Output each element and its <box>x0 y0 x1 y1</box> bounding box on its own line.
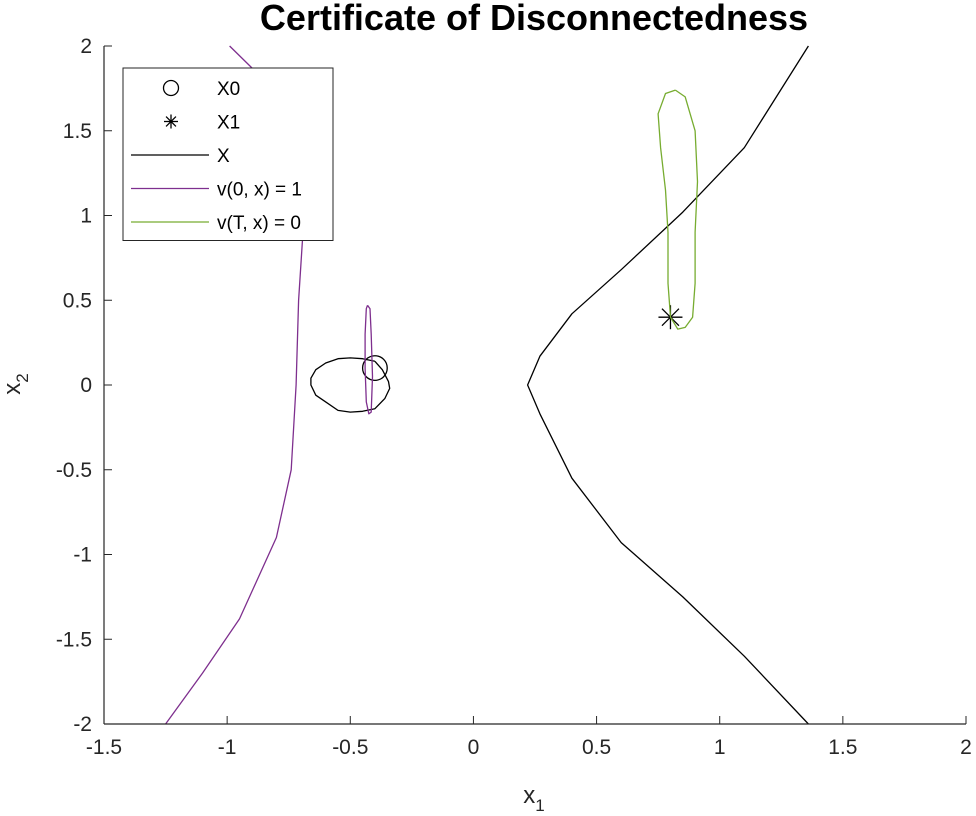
legend-label: X1 <box>217 113 240 134</box>
legend-swatch <box>162 79 180 97</box>
legend-swatch <box>164 114 178 129</box>
y-tick-label: -1.5 <box>56 628 92 651</box>
y-tick-label: -0.5 <box>56 459 92 482</box>
x-tick-label: -1 <box>218 736 237 759</box>
x-tick-label: 1 <box>714 736 726 759</box>
x-axis-label: x1 <box>523 782 544 815</box>
legend-entry: X <box>131 146 230 167</box>
x-tick-label: 2 <box>960 736 972 759</box>
y-tick-label: 0.5 <box>63 289 92 312</box>
y-tick-label: -1 <box>73 544 92 567</box>
x-tick-label: -1.5 <box>86 736 122 759</box>
legend-label: v(0, x) = 1 <box>217 180 302 201</box>
x-tick-label: -0.5 <box>332 736 368 759</box>
y-tick-label: 1 <box>80 205 92 228</box>
legend-label: v(T, x) = 0 <box>217 213 301 234</box>
series-x-line <box>310 357 391 413</box>
series-v-0-x-1-line <box>364 304 374 415</box>
legend-label: X0 <box>217 79 240 100</box>
chart-title: Certificate of Disconnectedness <box>260 0 808 38</box>
x-tick-label: 0 <box>468 736 480 759</box>
legend-entry: v(T, x) = 0 <box>131 213 301 234</box>
legend-entry: v(0, x) = 1 <box>131 180 302 201</box>
legend-entry: X0 <box>162 79 240 100</box>
legend-box <box>122 67 334 241</box>
legend-entry: X1 <box>164 113 240 134</box>
series-v-t-x-0-line <box>657 89 699 330</box>
x-tick-label: 0.5 <box>582 736 611 759</box>
y-tick-label: -2 <box>73 713 92 736</box>
legend-label: X <box>217 146 230 167</box>
x-tick-label: 1.5 <box>828 736 857 759</box>
y-axis-label: x2 <box>0 373 32 394</box>
y-tick-label: 2 <box>80 35 92 58</box>
y-tick-label: 1.5 <box>63 120 92 143</box>
series-x-line <box>526 45 809 725</box>
y-tick-label: 0 <box>80 374 92 397</box>
series-x0-marker <box>361 355 388 382</box>
